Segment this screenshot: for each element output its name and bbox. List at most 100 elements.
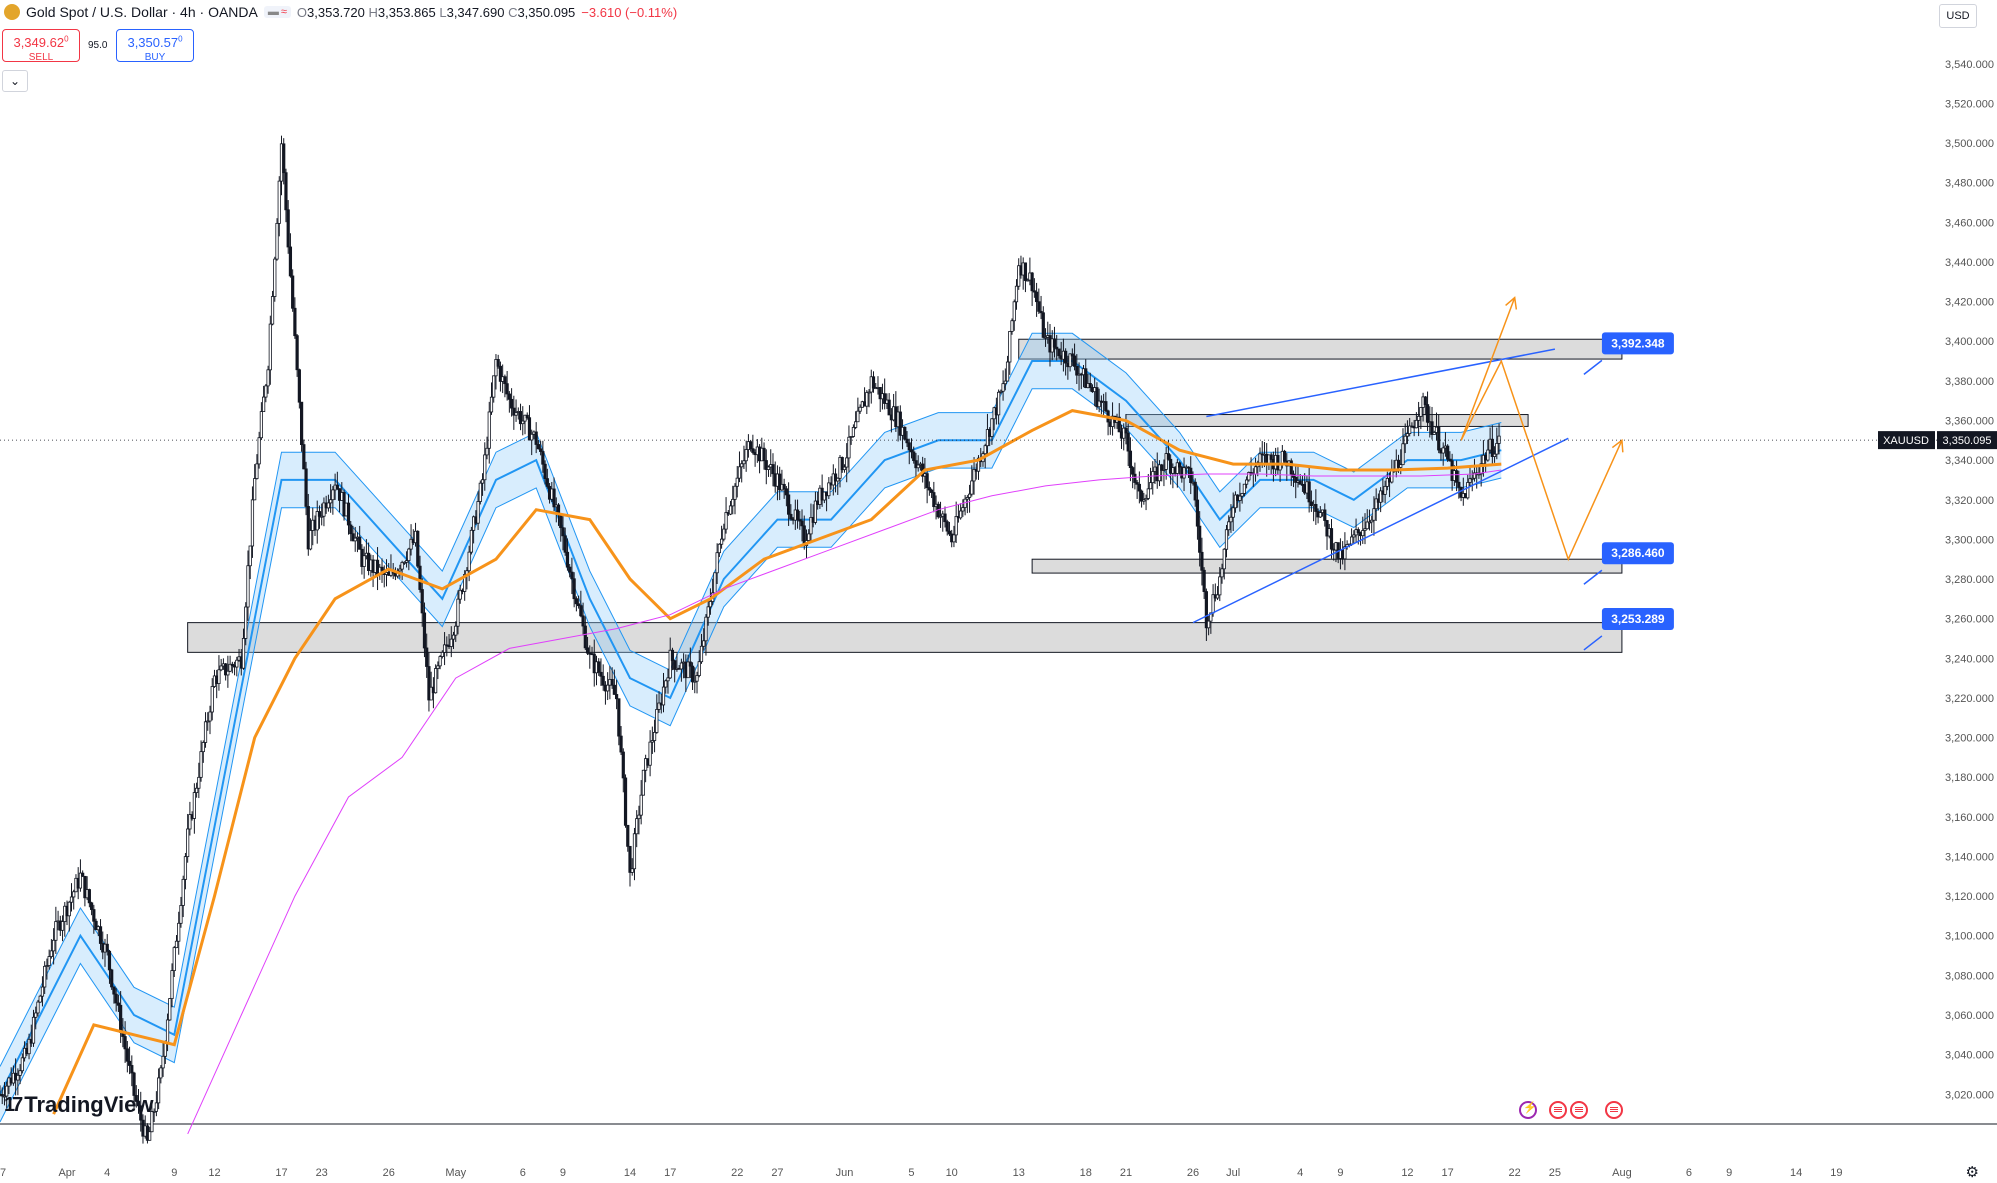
candle-body bbox=[400, 561, 404, 570]
candle bbox=[800, 509, 804, 542]
candle bbox=[127, 1046, 132, 1075]
gear-icon[interactable]: ⚙ bbox=[1965, 1164, 1979, 1181]
candle bbox=[203, 712, 208, 748]
candle bbox=[914, 452, 918, 479]
candle bbox=[1200, 537, 1204, 586]
y-tick-label: 3,040.000 bbox=[1945, 1050, 1994, 1062]
candle-body bbox=[1497, 435, 1501, 444]
candle-body bbox=[1408, 425, 1412, 434]
candle-body bbox=[851, 427, 856, 437]
candle bbox=[1186, 466, 1191, 479]
candle-body bbox=[119, 1004, 123, 1033]
candle bbox=[907, 438, 911, 465]
candle bbox=[1215, 586, 1220, 601]
price-label-box bbox=[1601, 542, 1674, 565]
candle bbox=[449, 626, 453, 658]
candle bbox=[997, 389, 1001, 425]
us-flag-event-icon[interactable] bbox=[1605, 1101, 1623, 1119]
candle-body bbox=[168, 998, 172, 1021]
candle bbox=[1309, 490, 1313, 512]
candle-body bbox=[898, 411, 902, 436]
candle-body bbox=[1379, 490, 1383, 503]
candle-body bbox=[740, 463, 744, 468]
candle bbox=[597, 658, 601, 676]
candle bbox=[1432, 430, 1436, 435]
y-tick-label: 3,140.000 bbox=[1945, 851, 1994, 863]
candle bbox=[1117, 403, 1121, 433]
buy-price: 3,350.570 bbox=[127, 35, 183, 51]
candle bbox=[1142, 492, 1146, 505]
candle-body bbox=[1383, 485, 1387, 495]
candle-body bbox=[1477, 473, 1481, 476]
y-tick-label: 3,260.000 bbox=[1945, 614, 1994, 626]
candle-body bbox=[697, 661, 701, 676]
candle bbox=[505, 371, 509, 401]
candle-body bbox=[203, 721, 208, 743]
symbol-title[interactable]: Gold Spot / U.S. Dollar · 4h · OANDA bbox=[26, 4, 258, 20]
candle-body bbox=[778, 473, 782, 491]
candle bbox=[1010, 318, 1014, 335]
candle bbox=[833, 468, 838, 493]
sell-button[interactable]: 3,349.620 SELL bbox=[2, 29, 80, 63]
candle-body bbox=[699, 645, 704, 663]
candle-body bbox=[1146, 488, 1150, 499]
candle bbox=[478, 480, 482, 505]
price-label-pointer bbox=[1583, 635, 1603, 651]
tradingview-logo[interactable]: 17 TradingView bbox=[4, 1092, 153, 1118]
buy-button[interactable]: 3,350.570 BUY bbox=[116, 29, 194, 63]
candle-body bbox=[965, 497, 969, 500]
candle bbox=[503, 374, 507, 398]
candle-body bbox=[1430, 421, 1434, 435]
candle bbox=[903, 426, 907, 441]
wave-icon: ≈ bbox=[280, 6, 287, 18]
candle-body bbox=[299, 401, 304, 445]
candle bbox=[277, 176, 281, 237]
gold-coin-icon bbox=[4, 4, 20, 20]
candle-body bbox=[735, 477, 739, 487]
candle-body bbox=[257, 437, 261, 465]
candle bbox=[867, 389, 871, 408]
lightning-event-icon[interactable] bbox=[1519, 1101, 1537, 1119]
currency-selector[interactable]: USD bbox=[1939, 4, 1977, 28]
us-flag-event-icon[interactable] bbox=[1570, 1101, 1588, 1119]
candle bbox=[38, 994, 42, 1003]
candle-body bbox=[938, 515, 943, 518]
projection-path bbox=[1460, 297, 1516, 441]
y-tick-label: 3,540.000 bbox=[1945, 59, 1994, 71]
candle-body bbox=[1189, 467, 1193, 483]
candle bbox=[132, 1071, 136, 1111]
candle bbox=[657, 691, 661, 713]
candle bbox=[518, 403, 523, 431]
candle bbox=[1446, 444, 1450, 462]
candle bbox=[134, 1085, 138, 1108]
indicator-toggle[interactable]: ▬ ≈ bbox=[263, 6, 291, 18]
candle bbox=[1026, 278, 1030, 282]
candle-body bbox=[1229, 516, 1233, 523]
candle-body bbox=[246, 565, 250, 608]
y-tick-label: 3,240.000 bbox=[1945, 653, 1994, 665]
candle bbox=[932, 481, 936, 513]
candle bbox=[617, 698, 621, 746]
candle-body bbox=[1137, 483, 1141, 492]
candle-body bbox=[1446, 445, 1450, 460]
chevron-down-icon[interactable]: ⌄ bbox=[2, 70, 28, 92]
candle bbox=[724, 497, 728, 534]
candle-body bbox=[1169, 458, 1173, 474]
candle-body bbox=[670, 649, 675, 662]
us-flag-event-icon[interactable] bbox=[1549, 1101, 1567, 1119]
candle-body bbox=[887, 399, 891, 416]
candle-body bbox=[250, 499, 255, 547]
candle bbox=[925, 471, 929, 504]
candle-body bbox=[1142, 499, 1146, 502]
candle-body bbox=[1097, 400, 1101, 408]
candle bbox=[208, 705, 212, 735]
candle bbox=[1209, 612, 1213, 634]
candle bbox=[1282, 449, 1287, 464]
candle bbox=[849, 436, 853, 445]
candle bbox=[938, 501, 943, 528]
candle-body bbox=[1490, 438, 1494, 457]
candle-body bbox=[1231, 507, 1235, 518]
candle-body bbox=[1135, 482, 1139, 485]
candle-body bbox=[72, 891, 76, 898]
